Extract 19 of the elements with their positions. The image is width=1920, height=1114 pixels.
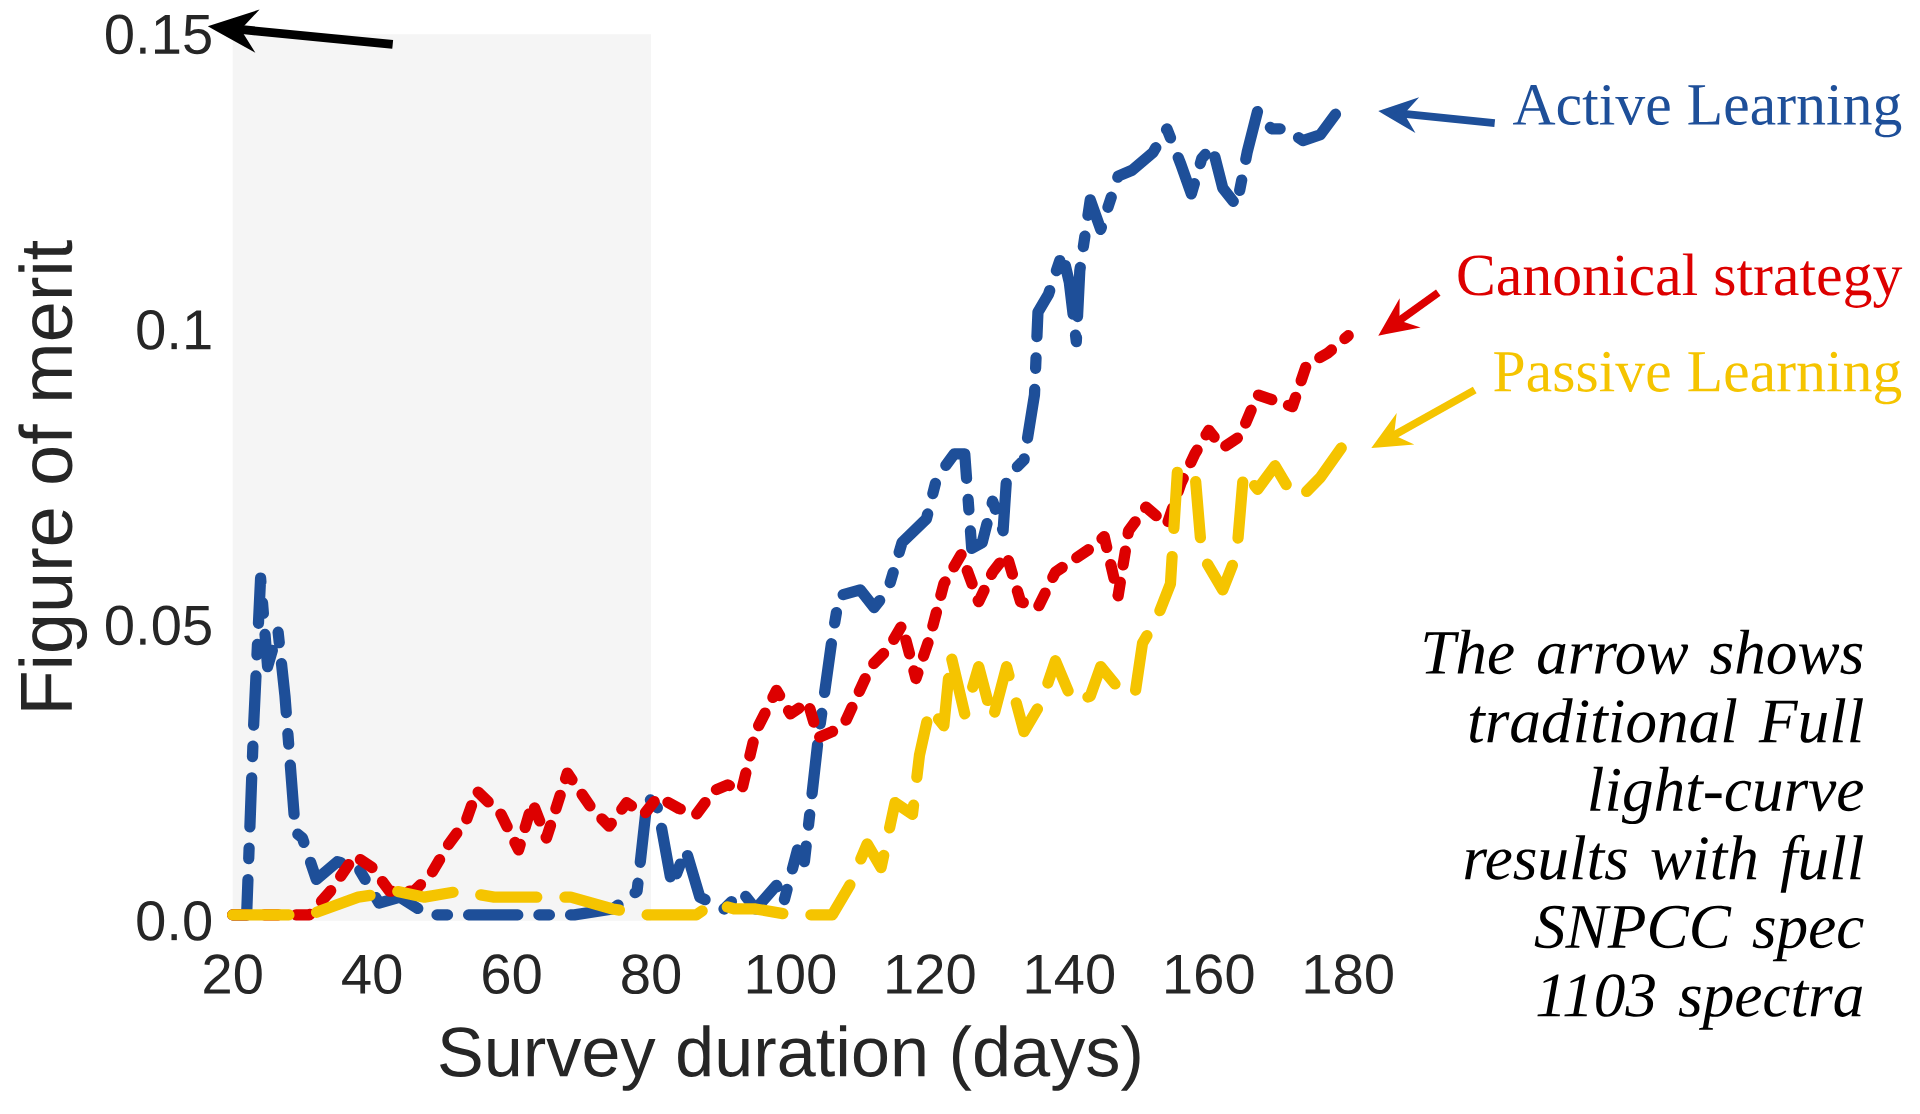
legend-label: Passive Learning — [1494, 351, 1902, 405]
legend-label: Active Learning — [1513, 84, 1902, 138]
x-tick-label: 180 — [1305, 954, 1393, 995]
y-tick-label: 0.05 — [106, 605, 211, 646]
x-tick-label: 160 — [1166, 954, 1254, 995]
x-tick-label: 20 — [204, 954, 262, 995]
text: The arrow shows traditional Full light-curve results with full SNPCC spec 1103 spectra — [1424, 629, 1864, 1030]
x-tick-label: 60 — [483, 954, 541, 995]
y-axis-title: Figure of merit — [18, 240, 88, 710]
x-tick-label: 140 — [1026, 954, 1114, 995]
x-axis-title: Survey duration (days) — [440, 1025, 1140, 1091]
x-tick-label: 120 — [887, 954, 975, 995]
legend-label: Canonical strategy — [1458, 253, 1903, 308]
x-tick-label: 100 — [747, 954, 836, 995]
y-tick-label: 0.0 — [137, 900, 212, 941]
x-tick-label: 80 — [622, 954, 681, 995]
y-tick-label: 0.15 — [106, 14, 211, 55]
x-tick-label: 40 — [342, 954, 402, 995]
y-tick-label: 0.1 — [137, 309, 211, 350]
